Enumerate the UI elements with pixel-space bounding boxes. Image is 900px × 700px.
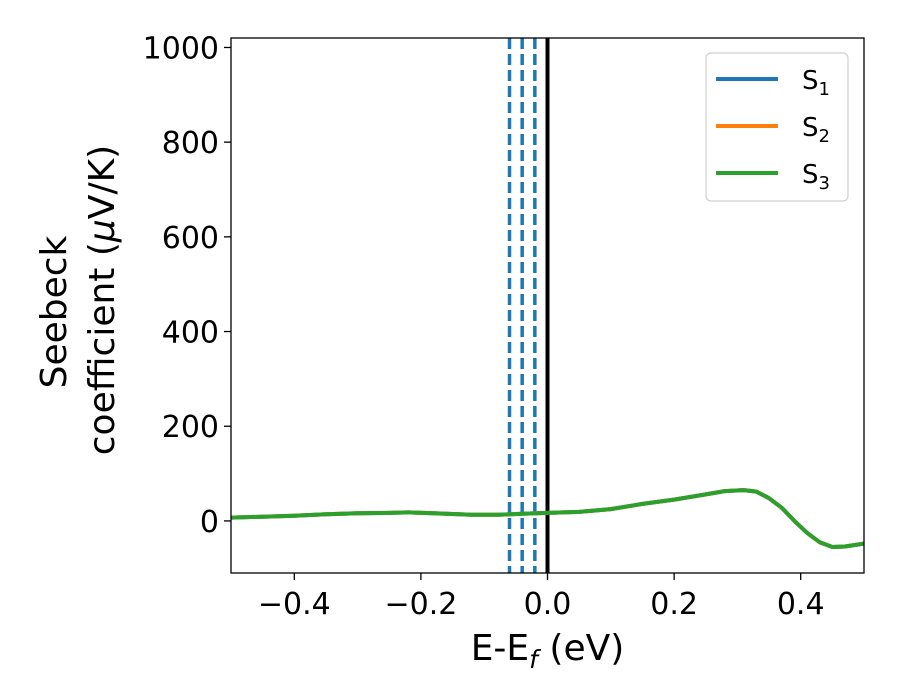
y-tick-label: 1000	[143, 31, 219, 66]
legend-label-s1: S1	[802, 66, 830, 100]
x-tick-label: −0.2	[384, 587, 457, 622]
x-tick-label: 0.0	[524, 587, 572, 622]
y-tick-label: 400	[162, 316, 219, 351]
y-tick-label: 600	[162, 221, 219, 256]
y-tick-label: 0	[200, 505, 219, 540]
y-tick-label: 800	[162, 126, 219, 161]
legend: S1 S2 S3	[705, 52, 849, 202]
x-tick-label: 0.4	[777, 587, 825, 622]
y-axis-label-line2: coefficient (μV/K)	[82, 145, 123, 455]
plot-content	[231, 38, 864, 573]
axes: −0.4 −0.2 0.0 0.2 0.4 0 200 400 600 800 1000 E-Ef (…	[34, 31, 865, 674]
x-axis-label: E-Ef (eV)	[471, 628, 625, 674]
legend-label-s3: S3	[802, 160, 830, 194]
x-tick-label: 0.2	[650, 587, 698, 622]
y-axis-label-line1: Seebeck	[34, 235, 75, 388]
plot-area	[231, 38, 864, 573]
y-tick-label: 200	[162, 410, 219, 445]
series-line-s3	[231, 488, 864, 549]
legend-label-s2: S2	[802, 113, 830, 147]
x-tick-label: −0.4	[258, 587, 331, 622]
